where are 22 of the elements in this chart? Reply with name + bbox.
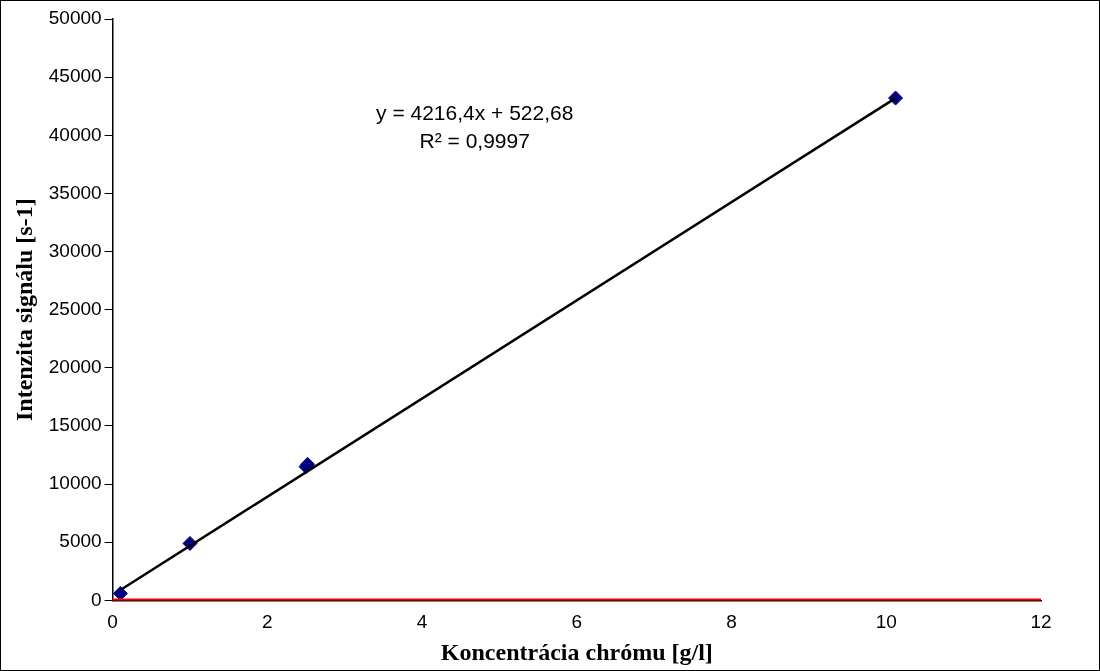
y-tick-label: 25000: [48, 297, 102, 319]
x-tick-label: 0: [107, 611, 118, 633]
y-tick-label: 45000: [48, 65, 102, 87]
x-tick-label: 12: [1030, 611, 1052, 633]
y-tick-label: 15000: [48, 414, 102, 436]
y-tick-label: 20000: [48, 356, 102, 378]
annotation: y = 4216,4x + 522,68: [376, 100, 574, 124]
y-tick-label: 10000: [48, 472, 102, 494]
y-tick-label: 50000: [48, 7, 102, 29]
x-tick-label: 6: [571, 611, 583, 633]
y-tick-label: 5000: [59, 530, 102, 552]
x-tick-label: 2: [262, 611, 273, 633]
x-axis-title: Koncentrácia chrómu [g/l]: [440, 638, 713, 665]
annotation: R² = 0,9997: [419, 128, 530, 152]
x-tick-label: 4: [416, 611, 428, 633]
y-axis-title: Intenzita signálu [s-1]: [10, 198, 37, 422]
y-tick-label: 40000: [48, 123, 102, 145]
y-tick-label: 0: [91, 588, 102, 610]
y-tick-label: 30000: [48, 239, 102, 261]
y-tick-label: 35000: [48, 181, 102, 203]
x-tick-label: 8: [726, 611, 737, 633]
x-tick-label: 10: [875, 611, 897, 633]
